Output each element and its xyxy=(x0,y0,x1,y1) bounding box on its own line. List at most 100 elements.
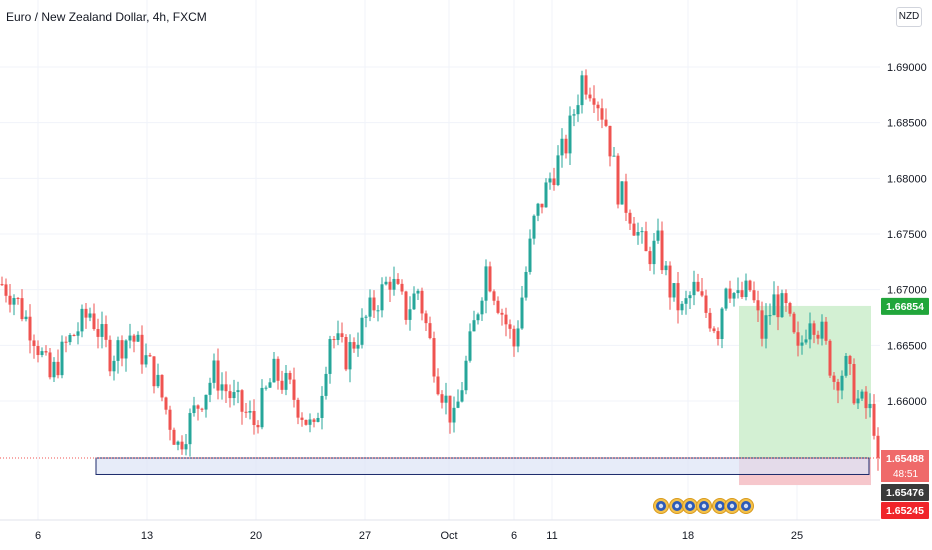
candle-body xyxy=(576,105,580,115)
candle-body xyxy=(476,314,480,321)
candle-body xyxy=(580,75,584,106)
candle-body xyxy=(104,324,108,340)
candle-body xyxy=(584,75,588,95)
candle-body xyxy=(604,119,608,126)
candle-body xyxy=(840,375,844,391)
candle-body xyxy=(728,288,732,299)
candle-body xyxy=(676,283,680,311)
candle-body xyxy=(88,313,92,318)
y-tick-label: 1.66000 xyxy=(887,396,927,408)
candle-body xyxy=(348,342,352,370)
candle-body xyxy=(220,384,224,391)
candle-body xyxy=(408,309,412,320)
candle-body xyxy=(756,300,760,311)
candle-body xyxy=(592,98,596,105)
candle-body xyxy=(468,331,472,361)
entry-badge-bg xyxy=(881,450,929,483)
candle-body xyxy=(804,339,808,343)
candle-body xyxy=(744,280,748,298)
candle-body xyxy=(648,251,652,265)
candle-body xyxy=(836,381,840,391)
candle-body xyxy=(636,232,640,236)
candle-body xyxy=(564,138,568,154)
current-price-label: 1.65476 xyxy=(886,487,924,499)
candle-body xyxy=(764,315,768,339)
candle-body xyxy=(876,435,880,458)
candle-body xyxy=(812,323,816,335)
candle-body xyxy=(824,321,828,341)
candle-body xyxy=(304,419,308,425)
candle-body xyxy=(276,358,280,381)
candle-body xyxy=(448,395,452,423)
candle-body xyxy=(740,290,744,298)
candle-body xyxy=(188,413,192,445)
candle-body xyxy=(60,341,64,376)
candle-body xyxy=(264,387,268,389)
x-tick-label: 18 xyxy=(682,530,694,542)
candle-body xyxy=(148,355,152,357)
candle-body xyxy=(244,411,248,413)
candle-body xyxy=(628,212,632,224)
candle-body xyxy=(160,374,164,398)
candle-body xyxy=(224,384,228,392)
candle-body xyxy=(688,295,692,299)
candle-body xyxy=(768,315,772,317)
candle-body xyxy=(152,356,156,387)
candle-body xyxy=(412,293,416,310)
candle-body xyxy=(100,324,104,337)
candle-body xyxy=(788,303,792,314)
candle-body xyxy=(504,314,508,325)
candle-body xyxy=(536,203,540,216)
coin-icon-center xyxy=(743,503,749,509)
candle-body xyxy=(608,125,612,157)
candle-body xyxy=(32,340,36,347)
candle-body xyxy=(456,401,460,408)
candle-body xyxy=(328,339,332,374)
candle-body xyxy=(440,394,444,403)
candle-body xyxy=(200,408,204,410)
candle-body xyxy=(424,313,428,324)
candle-body xyxy=(520,297,524,329)
candle-body xyxy=(236,390,240,393)
candle-body xyxy=(652,240,656,265)
candle-body xyxy=(268,382,272,388)
candle-body xyxy=(828,340,832,376)
candle-body xyxy=(124,340,128,359)
candle-body xyxy=(144,355,148,365)
candle-body xyxy=(432,338,436,377)
candle-body xyxy=(856,398,860,404)
candle-body xyxy=(172,429,176,445)
candle-body xyxy=(692,281,696,296)
candle-body xyxy=(156,374,160,387)
coin-icon-center xyxy=(717,503,723,509)
bar-countdown-label: 48:51 xyxy=(893,469,918,480)
candle-body xyxy=(64,341,68,343)
candle-body xyxy=(484,266,488,301)
support-zone-rectangle[interactable] xyxy=(95,457,870,475)
coin-icon-center xyxy=(729,503,735,509)
candle-body xyxy=(732,293,736,299)
x-tick-label: 27 xyxy=(359,530,371,542)
candle-body xyxy=(280,380,284,390)
candle-body xyxy=(572,114,576,116)
entry-price-label: 1.65488 xyxy=(886,453,924,465)
candle-body xyxy=(868,403,872,409)
candle-body xyxy=(624,181,628,213)
currency-toggle-button[interactable]: NZD xyxy=(896,7,922,27)
candle-body xyxy=(248,411,252,413)
candle-body xyxy=(324,373,328,396)
candle-body xyxy=(508,324,512,329)
candle-body xyxy=(20,298,24,320)
candle-body xyxy=(96,329,100,337)
candle-body xyxy=(524,271,528,298)
target-price-label-bg xyxy=(881,297,929,315)
candle-body xyxy=(452,407,456,423)
candle-body xyxy=(332,339,336,341)
x-tick-label: 11 xyxy=(546,530,557,542)
candle-body xyxy=(872,403,876,436)
candle-body xyxy=(672,283,676,298)
candle-body xyxy=(844,355,848,376)
candle-body xyxy=(176,441,180,445)
candle-body xyxy=(860,391,864,399)
